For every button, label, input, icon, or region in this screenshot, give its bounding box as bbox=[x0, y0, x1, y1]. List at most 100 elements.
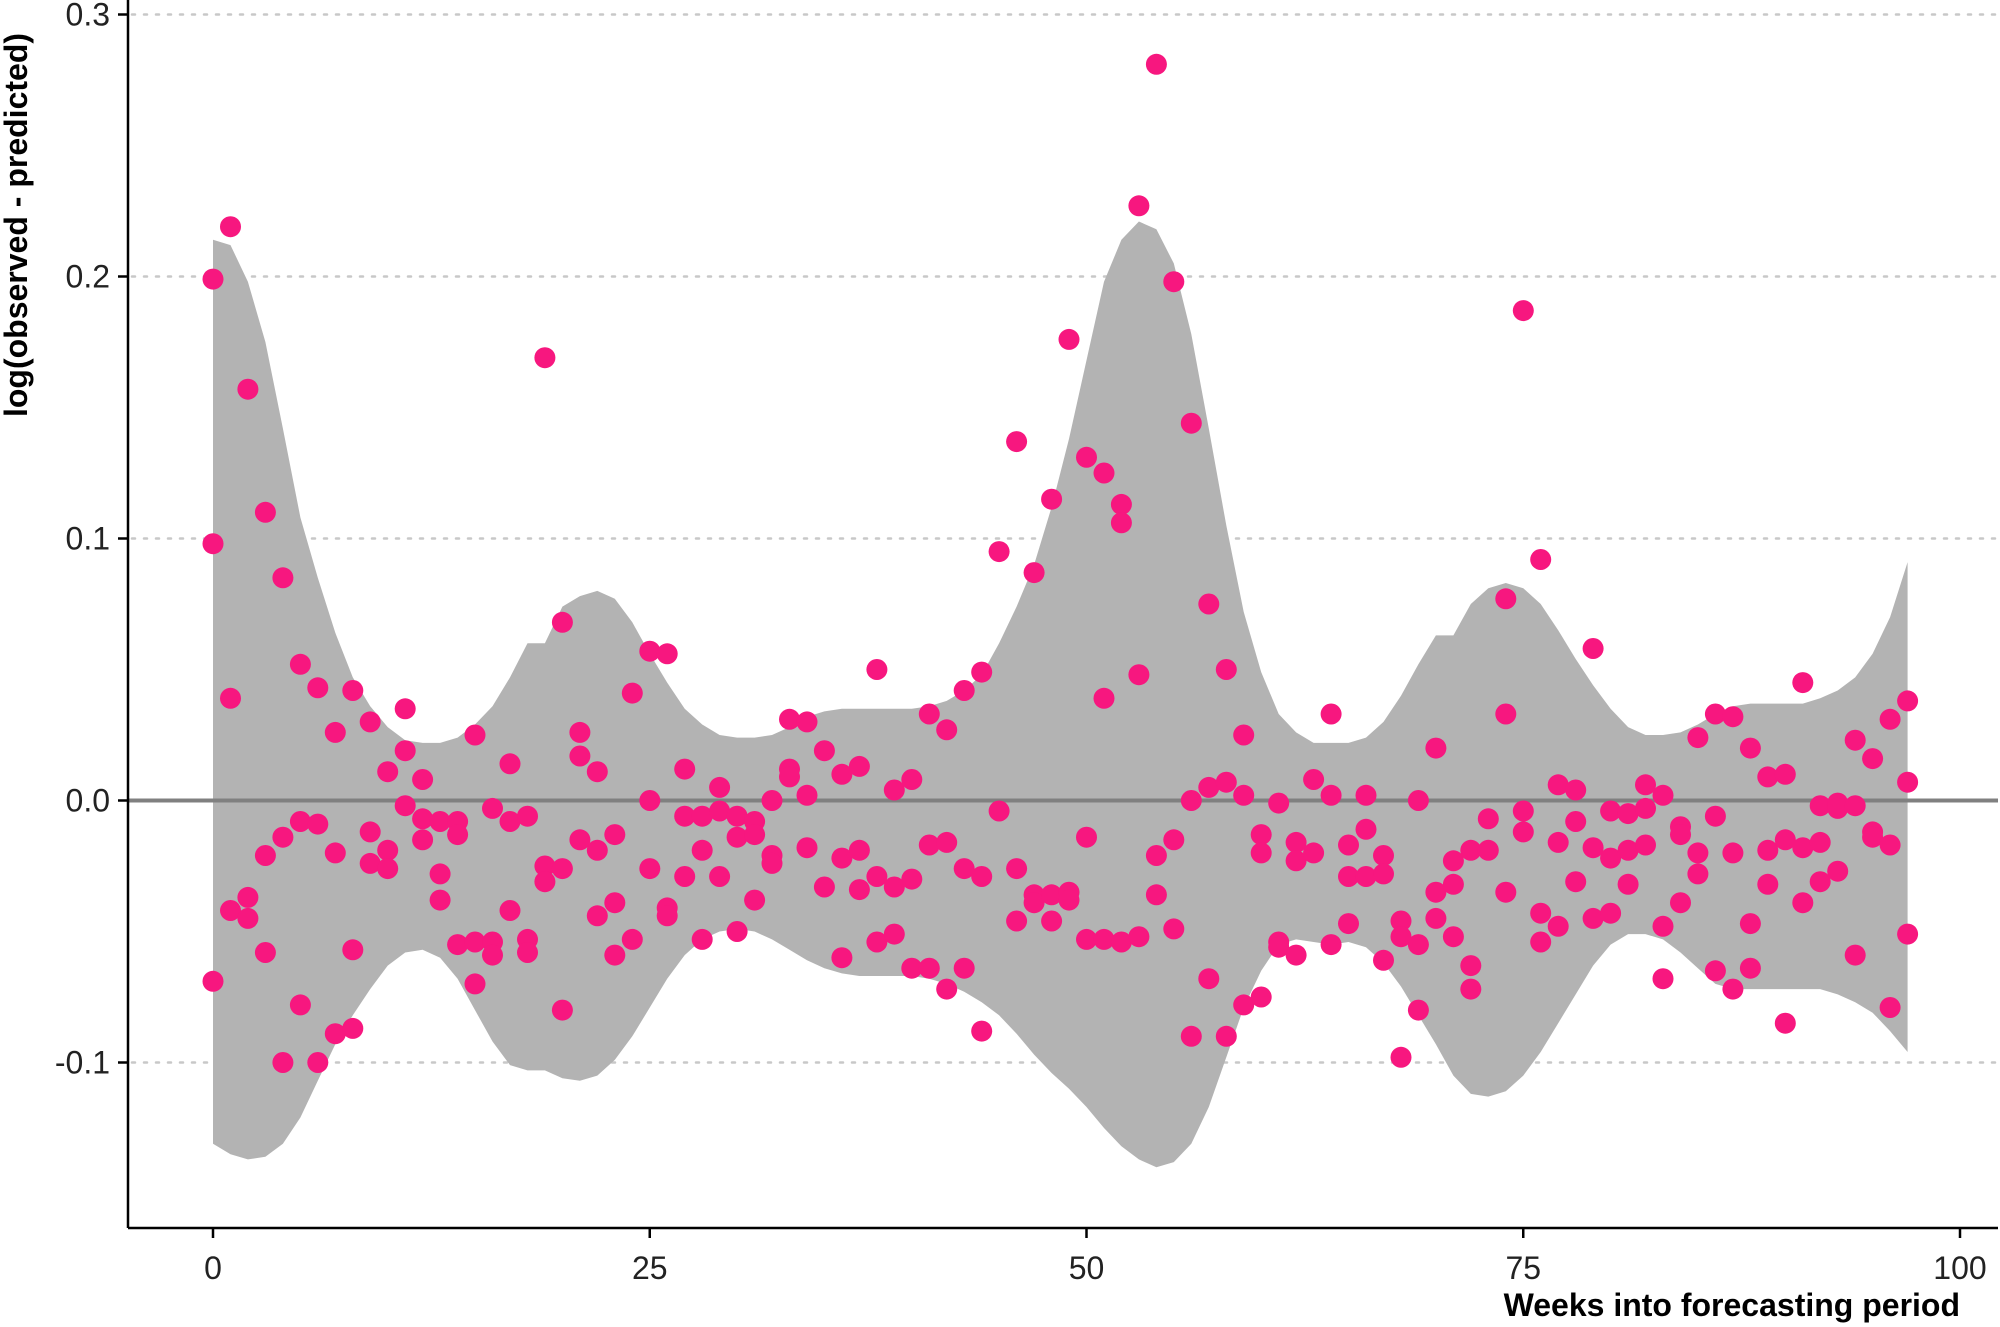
data-point bbox=[534, 855, 556, 877]
data-point bbox=[866, 931, 888, 953]
data-point bbox=[1233, 994, 1255, 1016]
data-point bbox=[272, 567, 294, 589]
data-point bbox=[1285, 831, 1307, 853]
data-point bbox=[1180, 412, 1202, 434]
data-point bbox=[394, 740, 416, 762]
data-point bbox=[482, 944, 503, 966]
data-point bbox=[254, 845, 276, 866]
data-point bbox=[1145, 845, 1167, 866]
data-point bbox=[254, 942, 276, 963]
data-point bbox=[412, 829, 434, 851]
data-point bbox=[1635, 774, 1656, 796]
x-tick-label: 25 bbox=[632, 1250, 668, 1286]
data-point bbox=[1355, 784, 1377, 806]
data-point bbox=[988, 541, 1010, 563]
data-point bbox=[831, 947, 853, 969]
y-tick-label: 0.2 bbox=[66, 259, 110, 295]
data-point bbox=[1303, 769, 1325, 790]
data-point bbox=[1338, 866, 1359, 887]
data-point bbox=[1320, 703, 1342, 725]
data-point bbox=[918, 834, 940, 856]
data-point bbox=[289, 653, 311, 675]
data-point bbox=[1495, 588, 1517, 610]
data-point bbox=[1547, 915, 1569, 937]
data-point bbox=[1163, 829, 1185, 851]
data-point bbox=[377, 858, 399, 880]
data-point bbox=[866, 659, 888, 680]
data-point bbox=[1792, 837, 1814, 859]
data-point bbox=[691, 805, 713, 827]
x-tick-label: 50 bbox=[1069, 1250, 1105, 1286]
data-point bbox=[883, 779, 905, 801]
data-point bbox=[1041, 910, 1063, 932]
data-point bbox=[1285, 850, 1307, 872]
data-point bbox=[674, 805, 696, 827]
data-point bbox=[1600, 847, 1622, 869]
data-point bbox=[1442, 850, 1464, 872]
data-point bbox=[953, 858, 975, 880]
data-point bbox=[586, 761, 608, 783]
data-point bbox=[1477, 839, 1499, 861]
data-point bbox=[237, 907, 259, 929]
data-point bbox=[726, 921, 748, 942]
data-point bbox=[202, 268, 224, 290]
data-point bbox=[1198, 776, 1220, 798]
data-point bbox=[656, 643, 678, 665]
tick-labels: -0.1 0.0 0.1 0.2 0.3 0 25 50 75 100 bbox=[55, 0, 1987, 1286]
data-point bbox=[1757, 766, 1779, 788]
confidence-band-layer bbox=[213, 221, 1908, 1168]
data-point bbox=[726, 826, 748, 848]
data-point bbox=[813, 876, 835, 898]
data-point bbox=[359, 711, 381, 733]
data-point bbox=[551, 999, 573, 1021]
x-axis-title: Weeks into forecasting period bbox=[1504, 1287, 1960, 1323]
data-point bbox=[639, 858, 661, 880]
data-point bbox=[1495, 703, 1517, 725]
data-point bbox=[1250, 842, 1272, 864]
data-point bbox=[1897, 690, 1919, 712]
data-point bbox=[569, 829, 591, 851]
data-point bbox=[202, 970, 224, 992]
data-point bbox=[534, 347, 556, 369]
data-point bbox=[1897, 923, 1919, 945]
data-point bbox=[1844, 944, 1866, 966]
data-point bbox=[1774, 763, 1796, 785]
data-point bbox=[1268, 792, 1290, 814]
data-point bbox=[1617, 839, 1639, 861]
data-point bbox=[709, 866, 731, 887]
data-point bbox=[1285, 944, 1307, 966]
data-point bbox=[918, 957, 940, 979]
data-point bbox=[621, 682, 643, 704]
data-point bbox=[761, 790, 783, 811]
data-point bbox=[1687, 863, 1709, 885]
data-point bbox=[307, 1052, 329, 1073]
data-point bbox=[1268, 936, 1290, 958]
data-point bbox=[1198, 968, 1220, 990]
data-point bbox=[1110, 512, 1132, 534]
data-point bbox=[1565, 871, 1587, 893]
data-point bbox=[604, 944, 626, 966]
data-point bbox=[464, 931, 486, 953]
data-point bbox=[604, 892, 626, 914]
data-point bbox=[1879, 708, 1901, 730]
data-point bbox=[1512, 800, 1534, 822]
data-point bbox=[1250, 824, 1272, 846]
data-point bbox=[1722, 706, 1744, 728]
data-point bbox=[324, 721, 346, 743]
data-point bbox=[307, 677, 329, 699]
data-point bbox=[429, 811, 451, 832]
data-point bbox=[1442, 873, 1464, 895]
data-point bbox=[534, 871, 556, 893]
data-point bbox=[1565, 811, 1587, 832]
data-point bbox=[1320, 934, 1342, 956]
data-point bbox=[1739, 913, 1761, 935]
data-point bbox=[447, 934, 469, 956]
data-point bbox=[1809, 831, 1831, 853]
data-point bbox=[1477, 808, 1499, 830]
data-point bbox=[1844, 795, 1866, 817]
data-point bbox=[1844, 729, 1866, 751]
data-point bbox=[1670, 892, 1691, 914]
data-point bbox=[289, 811, 311, 832]
data-point bbox=[726, 805, 748, 827]
